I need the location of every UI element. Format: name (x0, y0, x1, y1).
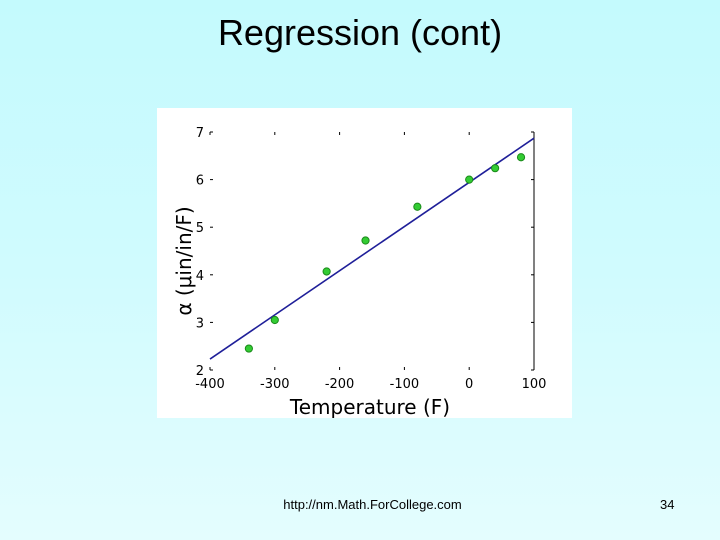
footer-url: http://nm.Math.ForCollege.com (283, 497, 462, 512)
y-tick-label: 7 (196, 126, 204, 141)
x-tick-label: -200 (325, 377, 355, 392)
data-point (413, 202, 422, 211)
page-number: 34 (660, 497, 675, 512)
y-tick-label: 2 (196, 364, 204, 379)
y-axis-label: α (μin/in/F) (172, 206, 196, 315)
x-tick-label: 0 (465, 377, 473, 392)
x-tick-label: -400 (195, 377, 225, 392)
regression-line (209, 137, 535, 360)
data-point (322, 267, 331, 276)
x-tick-label: -100 (390, 377, 420, 392)
regression-chart: α (μin/in/F) Temperature (F) -400 -300 -20… (172, 126, 547, 418)
slide-title: Regression (cont) (217, 12, 503, 53)
chart-panel: α (μin/in/F) Temperature (F) -400 -300 -20… (157, 108, 572, 418)
x-tick-label: -300 (260, 377, 290, 392)
y-tick-label: 6 (196, 174, 204, 189)
data-point (516, 153, 526, 162)
data-point (270, 315, 279, 325)
data-point (244, 344, 253, 353)
data-point (361, 236, 370, 245)
y-tick-label: 4 (196, 269, 204, 284)
data-point (465, 175, 474, 184)
y-tick-label: 3 (196, 316, 204, 331)
y-tick-label: 5 (196, 221, 204, 236)
x-tick-label: 100 (522, 377, 547, 392)
x-axis-label: Temperature (F) (289, 395, 450, 418)
data-point (491, 164, 500, 173)
